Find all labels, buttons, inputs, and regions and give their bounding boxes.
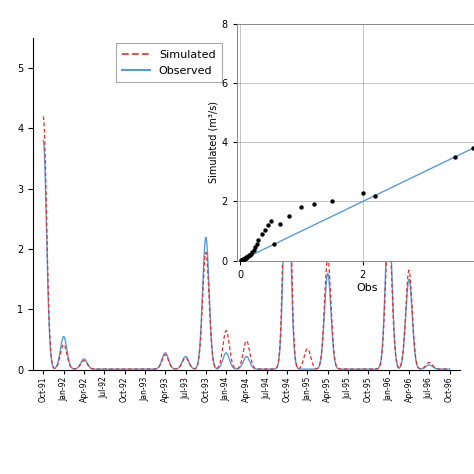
Point [252,244,259,251]
Point [261,226,268,233]
Point [242,254,249,262]
Point [248,248,256,256]
Point [264,221,272,229]
Point [239,256,246,264]
X-axis label: Obs: Obs [356,283,378,292]
Point [359,189,366,196]
Point [371,191,379,199]
Point [237,256,245,264]
Point [250,246,257,254]
Point [242,254,250,262]
Point [469,145,474,152]
Point [241,255,248,263]
Point [240,255,247,263]
Point [276,220,284,228]
Point [244,253,251,261]
Point [254,241,261,248]
Point [246,251,254,259]
Point [239,256,247,264]
Point [270,241,278,248]
Point [255,236,262,244]
Point [298,204,305,211]
Point [247,250,255,258]
Y-axis label: Simulated (m³/s): Simulated (m³/s) [209,101,219,183]
Point [241,255,249,262]
Point [267,217,274,225]
Point [242,254,250,261]
Point [451,153,458,161]
Point [310,201,318,208]
Point [244,253,252,260]
Point [238,256,246,264]
Legend: Simulated, Observed: Simulated, Observed [116,44,222,82]
Point [246,252,253,259]
Point [239,255,247,263]
Point [285,212,293,220]
Point [328,198,336,205]
Point [258,230,265,238]
